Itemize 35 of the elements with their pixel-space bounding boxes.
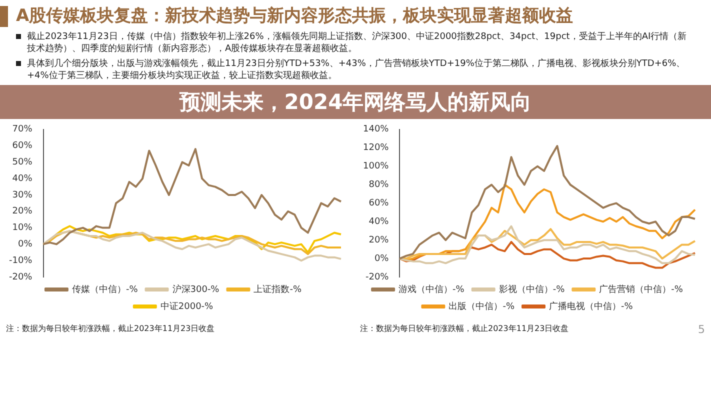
legend-label: 游戏（中信）-% (398, 284, 465, 295)
y-tick-label: 100% (362, 162, 390, 172)
y-tick-label: 50% (12, 158, 33, 168)
legend-label: 沪深300-% (172, 284, 220, 295)
legend-label: 传媒（中信）-% (72, 284, 138, 295)
text: 注：数据为每日较年初涨跌幅，截止2023年11月23日收盘 (6, 323, 215, 334)
chart-subtitle: 预测未来，2024年网络骂人的新风向 (0, 85, 711, 119)
y-tick-label: 140% (362, 124, 390, 135)
text: 注：数据为每日较年初涨跌幅，截止2023年11月23日收盘 (360, 323, 569, 335)
legend-label: 出版（中信）-% (448, 300, 515, 312)
y-tick-label: 40% (368, 216, 390, 227)
text: 5 (698, 323, 705, 336)
legend-label: 上证指数-% (254, 284, 302, 295)
y-tick-label: 60% (12, 141, 33, 152)
y-tick-label: 0% (374, 254, 390, 264)
y-tick-label: -20% (365, 272, 390, 282)
y-tick-label: -10% (8, 256, 33, 266)
y-tick-label: 120% (362, 143, 390, 154)
chart-title: A股传媒板块复盘：新技术趋势与新内容形态共振，板块实现显著超额收益 (16, 6, 574, 27)
legend-label: 广告营销（中信）-% (599, 284, 684, 295)
text: 具体到几个细分版块，出版与游戏涨幅领先，截止11月23日分别YTD+53%、+43%，广告营销板块YTD+19%位于第二梯队，广播电视、影视板块分别YTD+6%、+4%位于第三梯队，主要细分板块均实现正收益，较上证指数实现超额收益。 (27, 58, 686, 82)
y-tick-label: 40% (12, 174, 33, 184)
y-tick-label: 0% (18, 240, 33, 250)
y-tick-label: 60% (368, 198, 390, 209)
y-tick-label: -20% (8, 272, 33, 282)
y-tick-label: 70% (12, 124, 33, 135)
legend-label: 广播电视（中信）-% (549, 300, 634, 312)
text: 截止2023年11月23日，传媒（中信）指数较年初上涨26%，涨幅领先同期上证指数、沪深300、中证2000指数28pct、34pct、19pct，受益于上半年的AI行情（新技术趋势）、四季度的短剧行情（新内容形态），A股传媒板块存在显著超额收益。 (27, 31, 688, 55)
y-tick-label: 10% (12, 223, 33, 234)
y-tick-label: 30% (12, 190, 33, 200)
y-tick-label: 80% (368, 180, 390, 190)
legend-label: 中证2000-% (160, 300, 214, 312)
legend-label: 影视（中信）-% (498, 284, 566, 295)
y-tick-label: 20% (368, 235, 390, 246)
y-tick-label: 20% (12, 206, 33, 217)
